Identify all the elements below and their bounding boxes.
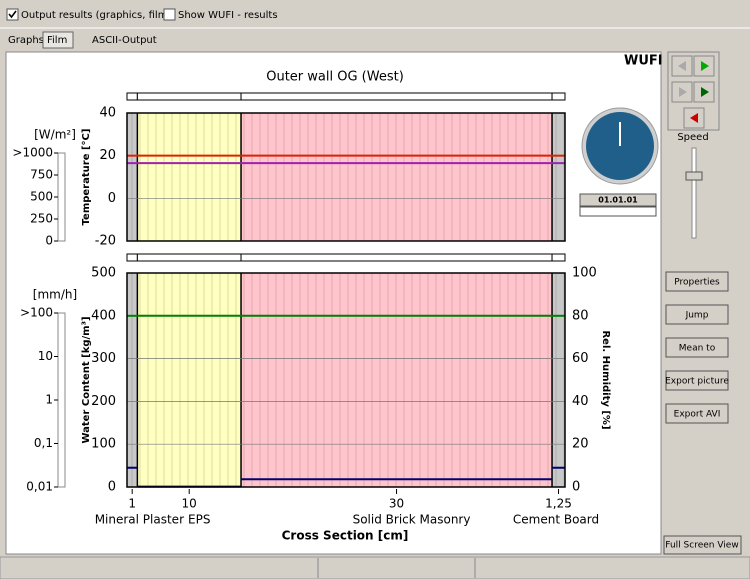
button[interactable] [663, 535, 742, 555]
button-label[interactable]: Export AVI [674, 410, 721, 420]
y-tick-label: 300 [91, 351, 116, 366]
scale-tick-label: 500 [30, 190, 53, 204]
layer-hatch [137, 113, 242, 241]
layer-hatch [552, 273, 565, 487]
scale-tick-label: >1000 [12, 146, 53, 160]
tab-active[interactable] [42, 31, 74, 49]
layer-name: Solid Brick Masonry [353, 513, 471, 527]
scale-tick-label: 1 [45, 393, 53, 407]
x-tick-label: 30 [389, 497, 404, 511]
button[interactable] [665, 337, 729, 358]
layer-strip [551, 92, 566, 101]
brand: WUFI [624, 54, 663, 69]
speed-label: Speed [677, 132, 708, 143]
layer-strip [551, 253, 566, 262]
scale-tick-label: 0,01 [26, 480, 53, 494]
date-box [579, 193, 657, 207]
player-icon [678, 61, 686, 71]
layer-strip [126, 253, 138, 262]
axis-title: Temperature [°C] [81, 129, 92, 226]
y-tick-label: 100 [572, 266, 597, 281]
checkbox-label[interactable]: Show WUFI - results [178, 10, 278, 21]
y-tick-label: 500 [91, 266, 116, 281]
scale-tick-label: 250 [30, 212, 53, 226]
layer-strip [240, 253, 553, 262]
date: 01.01.01 [598, 196, 638, 205]
speed-track[interactable] [691, 147, 697, 239]
scale-tick-label: 750 [30, 168, 53, 182]
y-tick-label: 20 [99, 148, 116, 163]
y-tick-label: 0 [108, 480, 116, 495]
player-icon [701, 87, 709, 97]
player-icon [701, 61, 709, 71]
layer-strip [136, 253, 242, 262]
status-bar [0, 556, 750, 579]
button-label[interactable]: Properties [674, 278, 720, 288]
y-tick-label: 80 [572, 308, 589, 323]
layer-strip [136, 92, 242, 101]
layer-strip [240, 92, 553, 101]
y-tick-label: 0 [108, 191, 116, 206]
scale-bar [57, 152, 66, 242]
y-tick-label: 0 [572, 480, 580, 495]
button-label[interactable]: Full Screen View [665, 541, 738, 551]
layer-strip [126, 92, 138, 101]
x-tick-label: 1,25 [545, 497, 572, 511]
layer-hatch [127, 273, 138, 487]
button[interactable] [665, 304, 729, 325]
layer-name: EPS [188, 513, 210, 527]
tab[interactable]: Graphs [8, 35, 44, 46]
layer-name: Mineral Plaster [95, 513, 184, 527]
button[interactable] [665, 271, 729, 292]
scale-unit: [mm/h] [33, 288, 77, 302]
y-tick-label: 200 [91, 394, 116, 409]
layer-hatch [241, 273, 553, 487]
y-tick-label: 60 [572, 351, 589, 366]
y-tick-label: 100 [91, 437, 116, 452]
scale-tick-label: >100 [20, 306, 53, 320]
button[interactable] [665, 403, 729, 424]
tab[interactable]: ASCII-Output [92, 35, 157, 46]
tab[interactable]: Film [47, 35, 67, 46]
axis-title: Rel. Humidity [%] [600, 330, 611, 429]
y-tick-label: 400 [91, 308, 116, 323]
y-tick-label: 20 [572, 437, 589, 452]
scale-tick-label: 10 [38, 349, 53, 363]
plot-frame [126, 112, 566, 242]
scale-tick-label: 0 [45, 234, 53, 248]
x-tick-label: 1 [128, 497, 136, 511]
button-label[interactable]: Jump [685, 311, 709, 321]
layer-hatch [127, 113, 138, 241]
axis-title: Water Content [kg/m³] [81, 316, 92, 443]
y-tick-label: -20 [95, 234, 116, 249]
player-icon [690, 113, 698, 123]
layer-hatch [552, 113, 565, 241]
layer-hatch [241, 113, 553, 241]
chart-title: Outer wall OG (West) [266, 70, 404, 85]
checkbox-label[interactable]: Output results (graphics, film) [21, 10, 171, 21]
checkmark [8, 10, 17, 19]
date-box-lower [579, 206, 657, 217]
button-label[interactable]: Mean to [679, 344, 716, 354]
y-tick-label: 40 [572, 394, 589, 409]
button-label[interactable]: Export picture [665, 377, 729, 387]
x-axis-title: Cross Section [cm] [282, 529, 409, 543]
x-tick-label: 10 [182, 497, 197, 511]
scale-unit: [W/m²] [34, 128, 76, 142]
checkbox[interactable] [163, 8, 176, 21]
scale-bar [57, 312, 66, 488]
layer-name: Cement Board [513, 513, 599, 527]
player-icon [679, 87, 687, 97]
speed-thumb[interactable] [685, 171, 703, 181]
plot-frame [126, 272, 566, 488]
scale-tick-label: 0,1 [34, 436, 53, 450]
layer-hatch [137, 273, 242, 487]
y-tick-label: 40 [99, 106, 116, 121]
button[interactable] [665, 370, 729, 391]
